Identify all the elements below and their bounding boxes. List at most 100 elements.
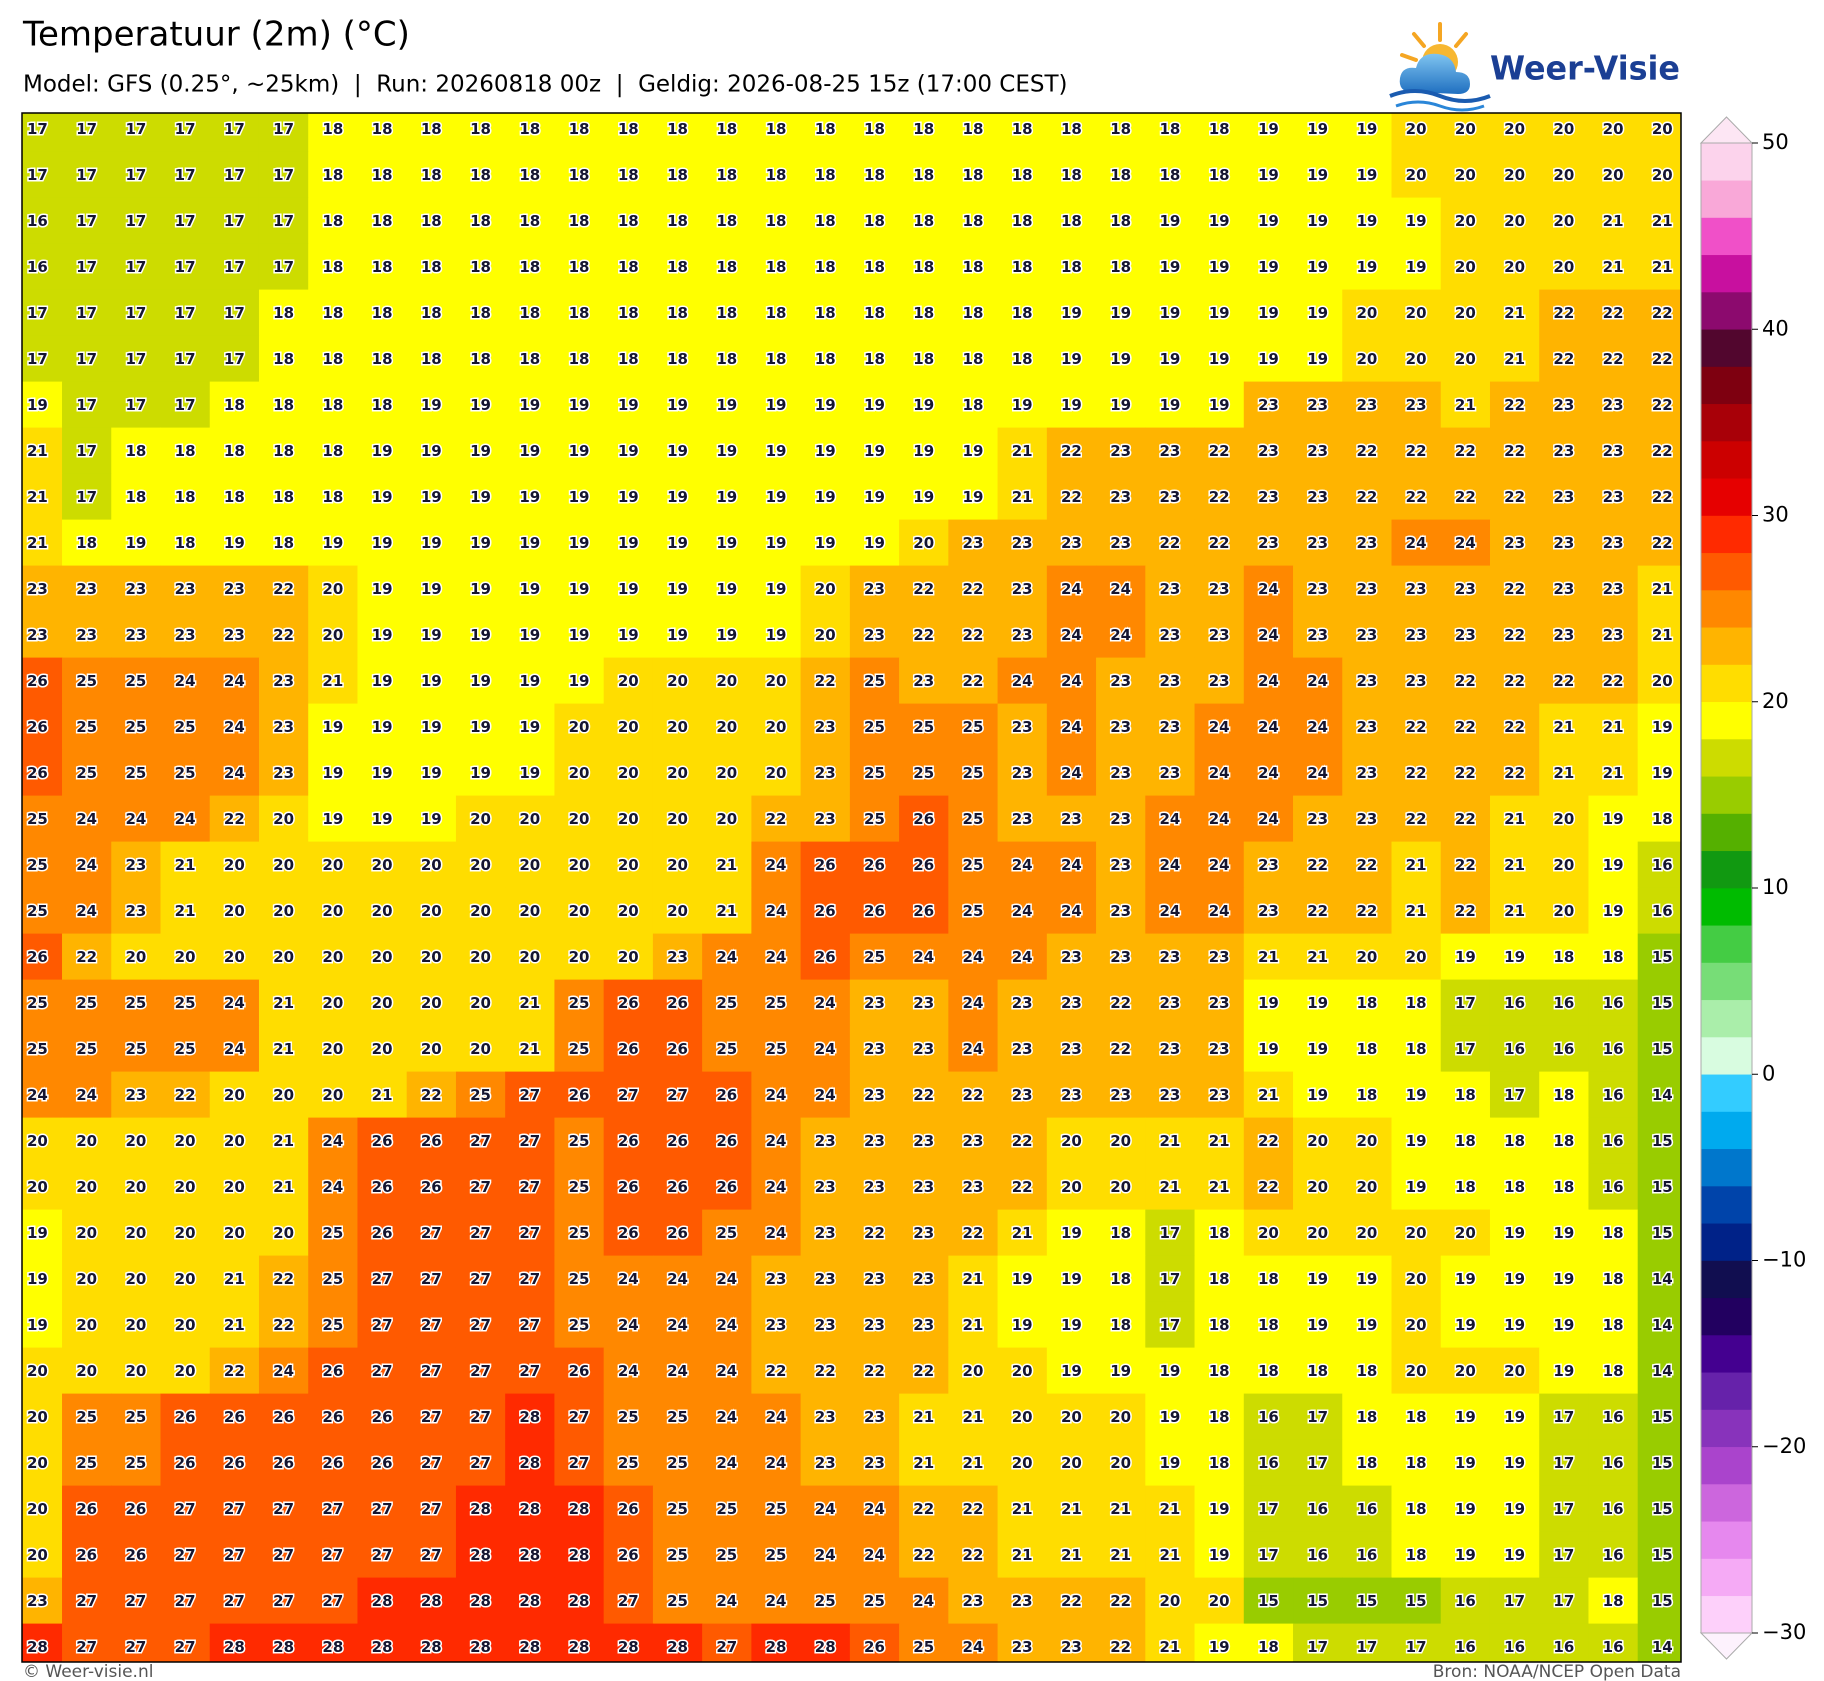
temperature-label: 18 bbox=[273, 350, 294, 368]
temperature-label: 18 bbox=[1455, 1132, 1476, 1150]
temperature-label: 19 bbox=[1110, 304, 1131, 322]
temperature-label: 23 bbox=[1307, 626, 1328, 644]
temperature-cell bbox=[1342, 151, 1392, 199]
temperature-cell bbox=[1440, 657, 1491, 705]
temperature-label: 18 bbox=[273, 304, 294, 322]
temperature-label: 23 bbox=[815, 1408, 836, 1426]
temperature-cell bbox=[160, 933, 211, 981]
temperature-cell bbox=[209, 381, 260, 429]
temperature-cell bbox=[1342, 1117, 1392, 1165]
temperature-cell bbox=[1489, 979, 1540, 1027]
temperature-cell bbox=[1293, 289, 1343, 337]
temperature-label: 18 bbox=[273, 488, 294, 506]
temperature-cell bbox=[1588, 1117, 1639, 1165]
temperature-cell bbox=[849, 657, 900, 705]
temperature-label: 14 bbox=[1652, 1362, 1673, 1380]
temperature-label: 26 bbox=[125, 1546, 146, 1564]
temperature-cell bbox=[357, 565, 408, 613]
temperature-label: 18 bbox=[470, 304, 491, 322]
temperature-cell bbox=[751, 887, 802, 935]
temperature-label: 20 bbox=[1406, 1270, 1427, 1288]
temperature-label: 18 bbox=[421, 258, 442, 276]
temperature-label: 24 bbox=[963, 948, 984, 966]
temperature-cell bbox=[800, 933, 851, 981]
temperature-label: 26 bbox=[913, 856, 934, 874]
temperature-label: 17 bbox=[125, 350, 146, 368]
temperature-label: 20 bbox=[519, 902, 540, 920]
temperature-label: 22 bbox=[273, 626, 294, 644]
temperature-label: 24 bbox=[1061, 580, 1082, 598]
temperature-label: 24 bbox=[1159, 902, 1180, 920]
temperature-cell bbox=[751, 381, 802, 429]
temperature-label: 18 bbox=[1012, 350, 1033, 368]
temperature-label: 17 bbox=[224, 350, 245, 368]
temperature-cell bbox=[1342, 979, 1392, 1027]
temperature-cell bbox=[209, 289, 260, 337]
temperature-label: 18 bbox=[864, 350, 885, 368]
temperature-label: 22 bbox=[1504, 764, 1525, 782]
temperature-label: 26 bbox=[273, 1408, 294, 1426]
temperature-cell bbox=[357, 933, 408, 981]
temperature-label: 23 bbox=[815, 718, 836, 736]
temperature-label: 22 bbox=[224, 1362, 245, 1380]
temperature-cell bbox=[1243, 1071, 1294, 1119]
temperature-label: 20 bbox=[125, 1270, 146, 1288]
temperature-cell bbox=[948, 703, 999, 751]
temperature-cell bbox=[1145, 335, 1196, 383]
temperature-cell bbox=[308, 841, 358, 889]
temperature-cell bbox=[603, 113, 654, 153]
temperature-label: 28 bbox=[421, 1638, 442, 1656]
temperature-cell bbox=[1145, 703, 1196, 751]
temperature-label: 20 bbox=[1406, 304, 1427, 322]
temperature-cell bbox=[997, 841, 1048, 889]
temperature-cell bbox=[800, 657, 851, 705]
temperature-label: 24 bbox=[1061, 672, 1082, 690]
temperature-label: 17 bbox=[175, 212, 196, 230]
temperature-label: 26 bbox=[372, 1408, 393, 1426]
temperature-label: 21 bbox=[1159, 1500, 1180, 1518]
temperature-cell bbox=[554, 427, 605, 475]
temperature-cell bbox=[22, 565, 63, 613]
temperature-label: 23 bbox=[963, 534, 984, 552]
temperature-cell bbox=[1194, 381, 1245, 429]
temperature-label: 20 bbox=[175, 1270, 196, 1288]
temperature-label: 19 bbox=[1209, 212, 1230, 230]
temperature-label: 22 bbox=[963, 1546, 984, 1564]
temperature-label: 23 bbox=[1159, 442, 1180, 460]
temperature-label: 20 bbox=[470, 902, 491, 920]
temperature-cell bbox=[1046, 151, 1097, 199]
temperature-cell bbox=[751, 151, 802, 199]
temperature-cell bbox=[997, 519, 1048, 567]
temperature-label: 27 bbox=[421, 1316, 442, 1334]
temperature-cell bbox=[1342, 1071, 1392, 1119]
temperature-label: 17 bbox=[1307, 1454, 1328, 1472]
colorbar-tick-label: 40 bbox=[1762, 316, 1789, 340]
temperature-label: 15 bbox=[1652, 994, 1673, 1012]
temperature-label: 19 bbox=[519, 396, 540, 414]
temperature-cell bbox=[702, 1163, 752, 1211]
temperature-label: 19 bbox=[27, 1270, 48, 1288]
temperature-label: 16 bbox=[1603, 1638, 1624, 1656]
temperature-label: 21 bbox=[1159, 1638, 1180, 1656]
temperature-label: 22 bbox=[1603, 304, 1624, 322]
temperature-label: 26 bbox=[864, 856, 885, 874]
temperature-label: 24 bbox=[224, 1040, 245, 1058]
temperature-label: 23 bbox=[1307, 488, 1328, 506]
temperature-label: 15 bbox=[1652, 1178, 1673, 1196]
colorbar-band bbox=[1701, 627, 1752, 665]
temperature-label: 24 bbox=[1061, 856, 1082, 874]
temperature-cell bbox=[899, 703, 949, 751]
temperature-label: 17 bbox=[27, 350, 48, 368]
temperature-cell bbox=[258, 1025, 309, 1073]
temperature-cell bbox=[1243, 519, 1294, 567]
temperature-label: 23 bbox=[76, 626, 97, 644]
temperature-label: 20 bbox=[125, 1224, 146, 1242]
temperature-label: 27 bbox=[421, 1408, 442, 1426]
temperature-label: 26 bbox=[322, 1408, 343, 1426]
temperature-cell bbox=[1440, 1117, 1491, 1165]
temperature-label: 18 bbox=[1406, 1040, 1427, 1058]
temperature-label: 18 bbox=[618, 350, 639, 368]
temperature-cell bbox=[899, 795, 949, 843]
temperature-label: 20 bbox=[372, 948, 393, 966]
temperature-cell bbox=[22, 795, 63, 843]
